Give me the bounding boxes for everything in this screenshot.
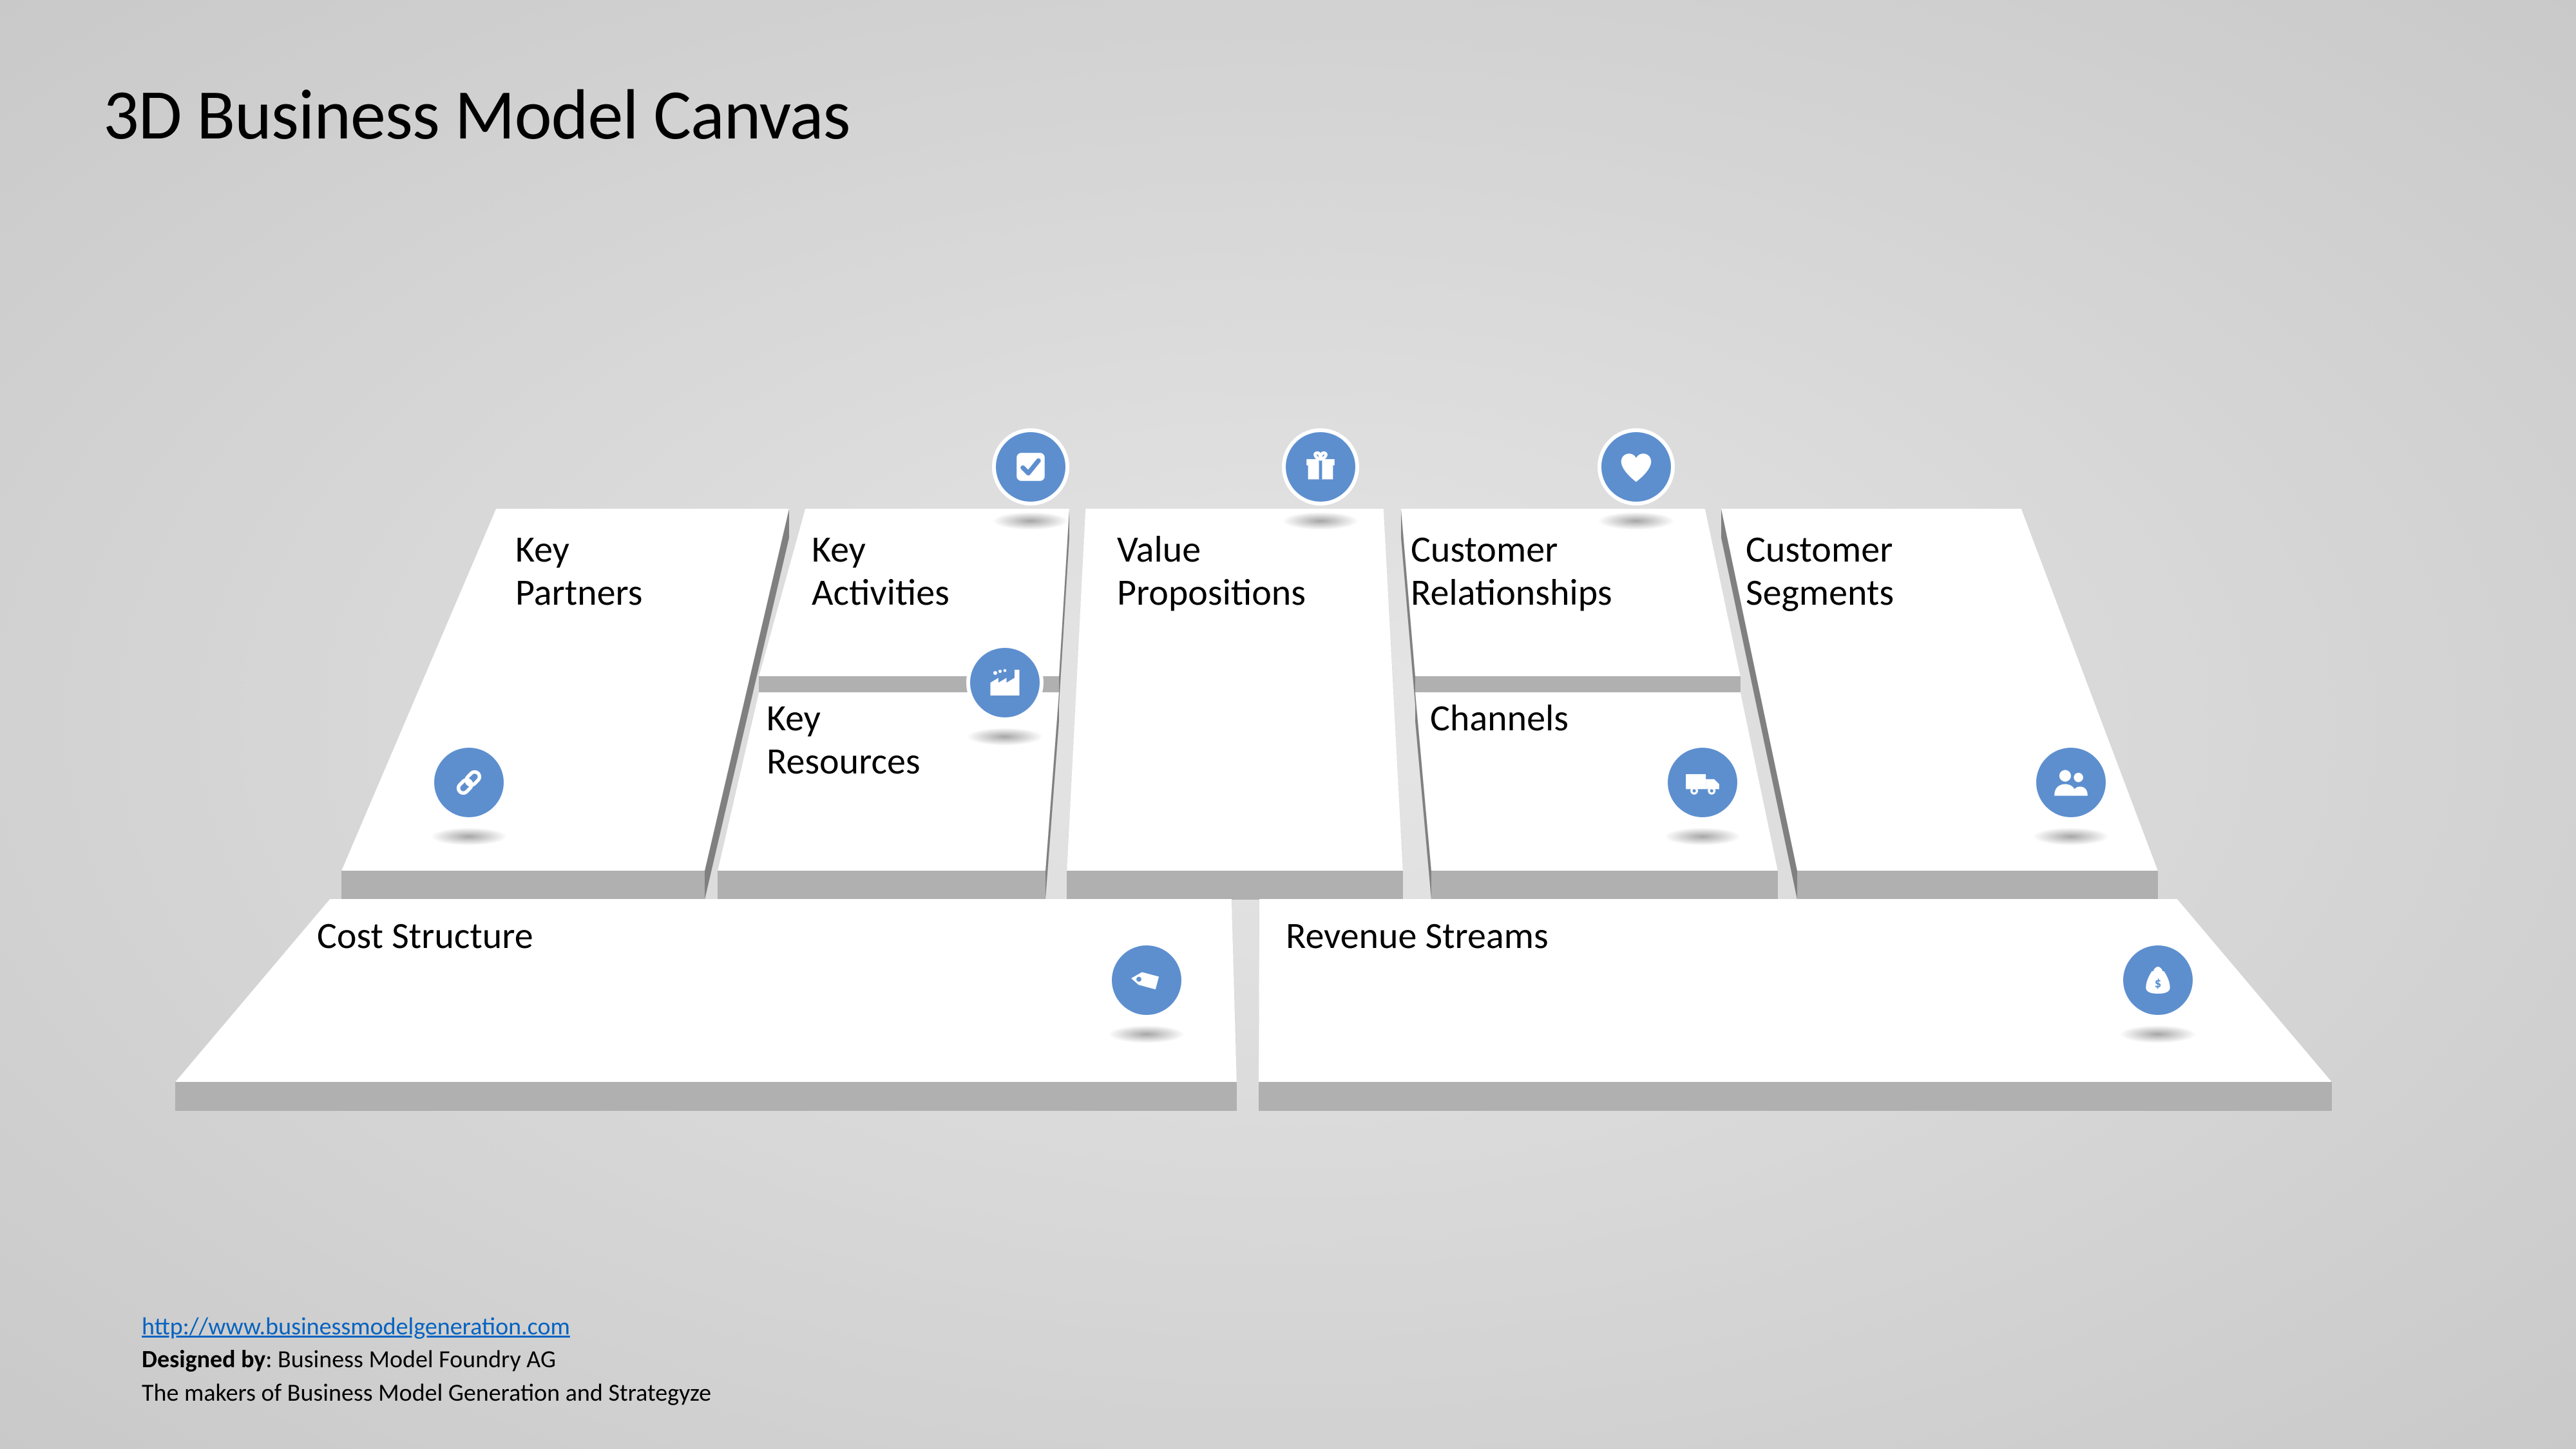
people-icon <box>2032 744 2110 821</box>
truck-icon <box>1664 744 1741 821</box>
designed-by-value: : Business Model Foundry AG <box>265 1345 556 1374</box>
panel-front-cost_structure <box>175 1082 1237 1111</box>
panel-front-cust_seg <box>1797 871 2158 900</box>
tag-icon <box>1108 942 1185 1019</box>
panel-front-revenue <box>1259 1082 2332 1111</box>
svg-text:$: $ <box>2155 975 2162 992</box>
label-revenue: Revenue Streams <box>1286 914 1549 958</box>
label-value_prop: ValuePropositions <box>1117 528 1306 614</box>
factory-icon <box>966 644 1044 721</box>
source-link[interactable]: http://www.businessmodelgeneration.com <box>142 1312 570 1341</box>
footer: http://www.businessmodelgeneration.com D… <box>142 1311 711 1410</box>
panel-front-key_resources <box>718 871 1045 900</box>
panel-front-key_partners <box>341 871 705 900</box>
label-key_activities: KeyActivities <box>812 528 949 614</box>
check-icon <box>992 428 1069 506</box>
panel-front-value_prop <box>1067 871 1403 900</box>
panel-front-channels <box>1431 871 1778 900</box>
heart-icon <box>1598 428 1675 506</box>
designed-by-label: Designed by <box>142 1345 265 1374</box>
label-cust_rel: CustomerRelationships <box>1411 528 1612 614</box>
label-key_resources: KeyResources <box>767 697 921 782</box>
canvas-stage: 3D Business Model Canvas http://www.busi… <box>0 0 2576 1449</box>
label-channels: Channels <box>1430 697 1569 740</box>
makers-line: The makers of Business Model Generation … <box>142 1378 711 1408</box>
canvas-svg <box>0 0 2576 1449</box>
gift-icon <box>1282 428 1359 506</box>
link-icon <box>430 744 508 821</box>
label-cost_structure: Cost Structure <box>317 914 533 958</box>
label-key_partners: KeyPartners <box>515 528 642 614</box>
label-cust_seg: CustomerSegments <box>1746 528 1894 614</box>
money-icon: $ <box>2119 942 2197 1019</box>
